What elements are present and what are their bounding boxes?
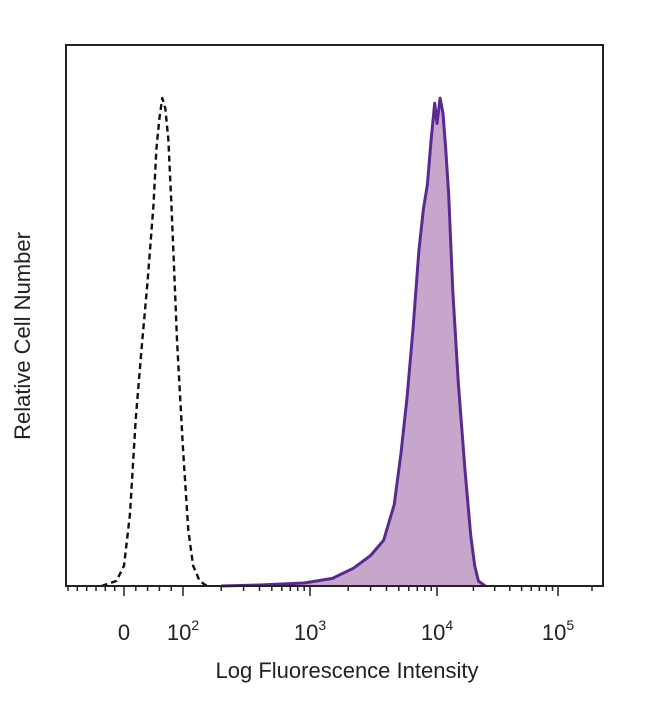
x-tick-label: 0 bbox=[118, 620, 130, 645]
series-1-area bbox=[221, 98, 486, 586]
x-tick-label: 105 bbox=[542, 617, 574, 645]
x-tick-label: 103 bbox=[294, 617, 326, 645]
x-tick-label: 102 bbox=[167, 617, 199, 645]
series-0-line bbox=[101, 96, 211, 588]
series-layer bbox=[66, 96, 603, 588]
x-tick-label: 104 bbox=[421, 617, 453, 645]
plot-frame bbox=[65, 44, 604, 587]
x-axis-tick-labels: 0 102 103 104 105 bbox=[118, 617, 574, 645]
x-axis-title: Log Fluorescence Intensity bbox=[216, 658, 479, 683]
x-axis-ticks bbox=[67, 586, 593, 596]
series-1-line bbox=[221, 96, 487, 588]
y-axis-title: Relative Cell Number bbox=[10, 232, 35, 440]
